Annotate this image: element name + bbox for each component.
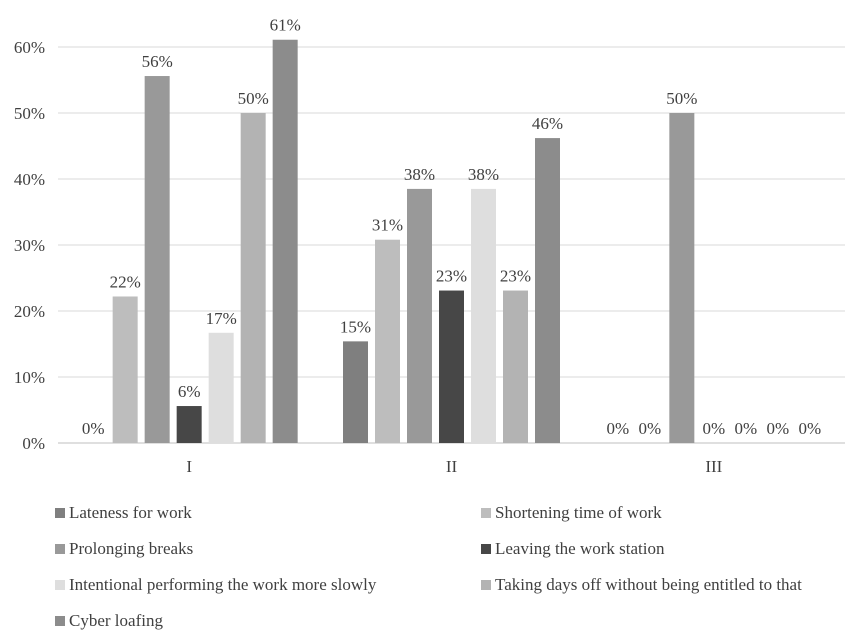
bar (407, 188, 432, 443)
data-label: 31% (372, 216, 403, 235)
bar (343, 341, 368, 443)
bar (208, 332, 234, 443)
y-tick-label: 10% (14, 368, 45, 387)
bar (144, 76, 170, 443)
data-label: 17% (206, 309, 237, 328)
bar (535, 138, 560, 443)
data-label: 23% (500, 267, 531, 286)
data-label: 23% (436, 267, 467, 286)
data-label: 0% (734, 419, 757, 438)
x-tick-label: II (446, 457, 458, 476)
bar (503, 290, 528, 443)
bar (439, 290, 464, 443)
y-tick-label: 30% (14, 236, 45, 255)
data-label: 56% (142, 52, 173, 71)
data-label: 0% (798, 419, 821, 438)
bar (176, 406, 202, 443)
data-label: 46% (532, 114, 563, 133)
data-label: 22% (110, 272, 141, 291)
y-tick-label: 50% (14, 104, 45, 123)
y-tick-label: 60% (14, 38, 45, 57)
bar (272, 39, 298, 444)
data-label: 50% (666, 89, 697, 108)
bar (471, 188, 496, 443)
bar (112, 296, 138, 443)
data-label: 0% (638, 419, 661, 438)
data-label: 0% (702, 419, 725, 438)
data-label: 15% (340, 317, 371, 336)
y-tick-label: 40% (14, 170, 45, 189)
data-label: 50% (238, 89, 269, 108)
data-label: 0% (766, 419, 789, 438)
bar (669, 113, 695, 443)
y-tick-label: 20% (14, 302, 45, 321)
x-tick-label: I (186, 457, 192, 476)
data-label: 38% (404, 165, 435, 184)
data-label: 61% (270, 16, 301, 35)
x-tick-label: III (705, 457, 722, 476)
bar (240, 113, 266, 443)
data-label: 38% (468, 165, 499, 184)
bar (375, 239, 400, 443)
data-label: 6% (178, 382, 201, 401)
y-tick-label: 0% (22, 434, 45, 453)
data-label: 0% (606, 419, 629, 438)
data-label: 0% (82, 419, 105, 438)
